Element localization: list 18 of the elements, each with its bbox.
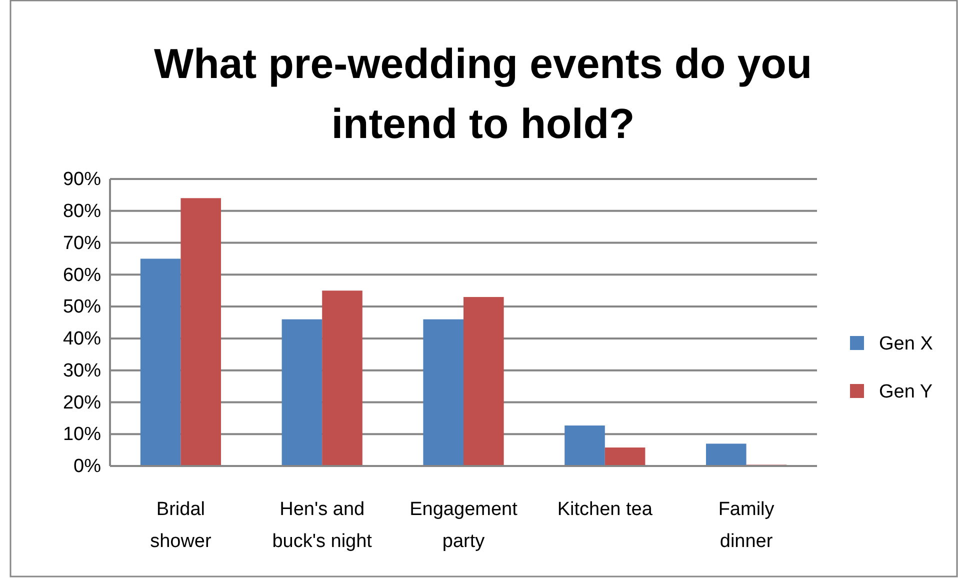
y-tick-label: 90% (62, 169, 102, 190)
y-tick-label: 10% (62, 424, 102, 446)
y-tick-label: 40% (62, 328, 102, 350)
y-tick-label: 70% (62, 232, 102, 254)
y-tick-label: 50% (62, 296, 102, 318)
legend-label: Gen Y (879, 382, 933, 403)
y-tick-label: 30% (62, 360, 102, 382)
x-tick-label: Bridal shower (150, 499, 212, 552)
y-tick-label: 80% (62, 200, 102, 222)
x-tick-label: Family dinner (718, 499, 775, 552)
y-tick-label: 20% (62, 392, 102, 414)
x-tick-label: Engagement party (410, 499, 518, 552)
x-tick-label: Hen's and buck's night (272, 499, 373, 552)
legend-label: Gen X (879, 334, 934, 355)
y-tick-label: 0% (74, 456, 102, 478)
x-tick-label: Kitchen tea (557, 499, 653, 520)
chart-title: What pre-wedding events do you intend to hold? (154, 40, 812, 147)
y-tick-label: 60% (62, 264, 102, 286)
